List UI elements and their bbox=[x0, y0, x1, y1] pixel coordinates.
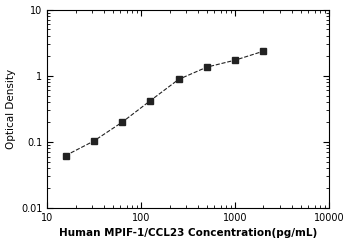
Y-axis label: Optical Density: Optical Density bbox=[6, 69, 15, 149]
X-axis label: Human MPIF-1/CCL23 Concentration(pg/mL): Human MPIF-1/CCL23 Concentration(pg/mL) bbox=[59, 228, 317, 238]
